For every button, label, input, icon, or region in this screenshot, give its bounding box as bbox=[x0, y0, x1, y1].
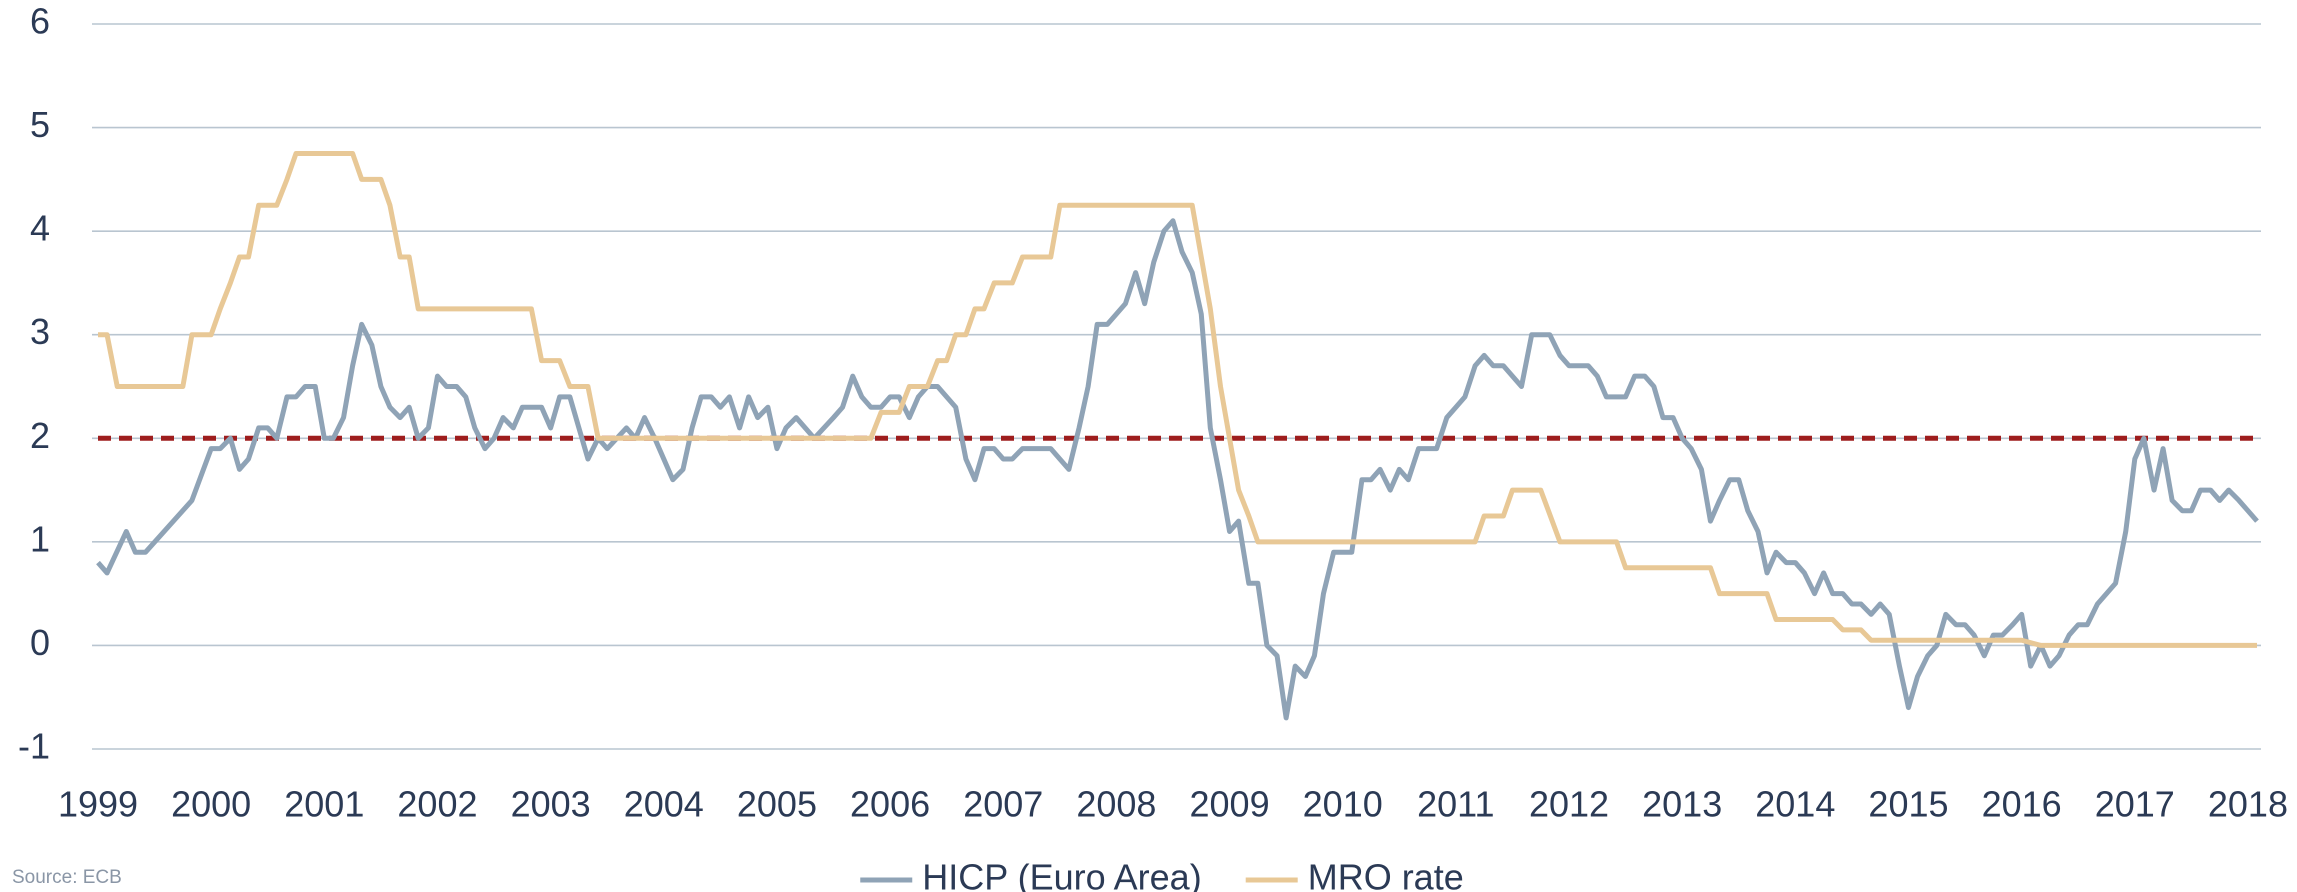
x-tick-label: 2016 bbox=[1982, 784, 2062, 825]
x-tick-label: 2006 bbox=[850, 784, 930, 825]
y-tick-label: -1 bbox=[18, 726, 50, 767]
x-tick-label: 2014 bbox=[1755, 784, 1835, 825]
legend: HICP (Euro Area) MRO rate bbox=[860, 857, 1464, 892]
x-tick-label: 2005 bbox=[737, 784, 817, 825]
y-tick-label: 2 bbox=[30, 415, 50, 456]
x-tick-label: 2000 bbox=[171, 784, 251, 825]
x-tick-label: 2013 bbox=[1642, 784, 1722, 825]
y-tick-label: 4 bbox=[30, 208, 50, 249]
source-note: Source: ECB bbox=[12, 867, 122, 888]
x-tick-label: 2007 bbox=[963, 784, 1043, 825]
x-tick-label: 2018 bbox=[2208, 784, 2288, 825]
x-tick-label: 2017 bbox=[2095, 784, 2175, 825]
x-tick-label: 2010 bbox=[1303, 784, 1383, 825]
x-tick-label: 2011 bbox=[1417, 784, 1494, 825]
x-tick-label: 2008 bbox=[1076, 784, 1156, 825]
x-tick-label: 2003 bbox=[511, 784, 591, 825]
x-tick-label: 2015 bbox=[1868, 784, 1948, 825]
data-line bbox=[98, 150, 2257, 648]
x-tick-label: 1999 bbox=[58, 784, 138, 825]
x-tick-label: 2009 bbox=[1190, 784, 1270, 825]
x-tick-label: 2004 bbox=[624, 784, 704, 825]
legend-label: HICP (Euro Area) bbox=[922, 857, 1201, 892]
y-tick-label: 5 bbox=[30, 104, 50, 145]
y-tick-label: 3 bbox=[30, 311, 50, 352]
y-tick-label: 6 bbox=[30, 1, 50, 42]
data-line bbox=[96, 218, 2259, 721]
x-tick-label: 2002 bbox=[397, 784, 477, 825]
x-tick-label: 2012 bbox=[1529, 784, 1609, 825]
x-tick-label: 2001 bbox=[284, 784, 364, 825]
y-tick-label: 0 bbox=[30, 622, 50, 663]
y-tick-label: 1 bbox=[30, 518, 50, 559]
legend-label: MRO rate bbox=[1308, 857, 1464, 892]
